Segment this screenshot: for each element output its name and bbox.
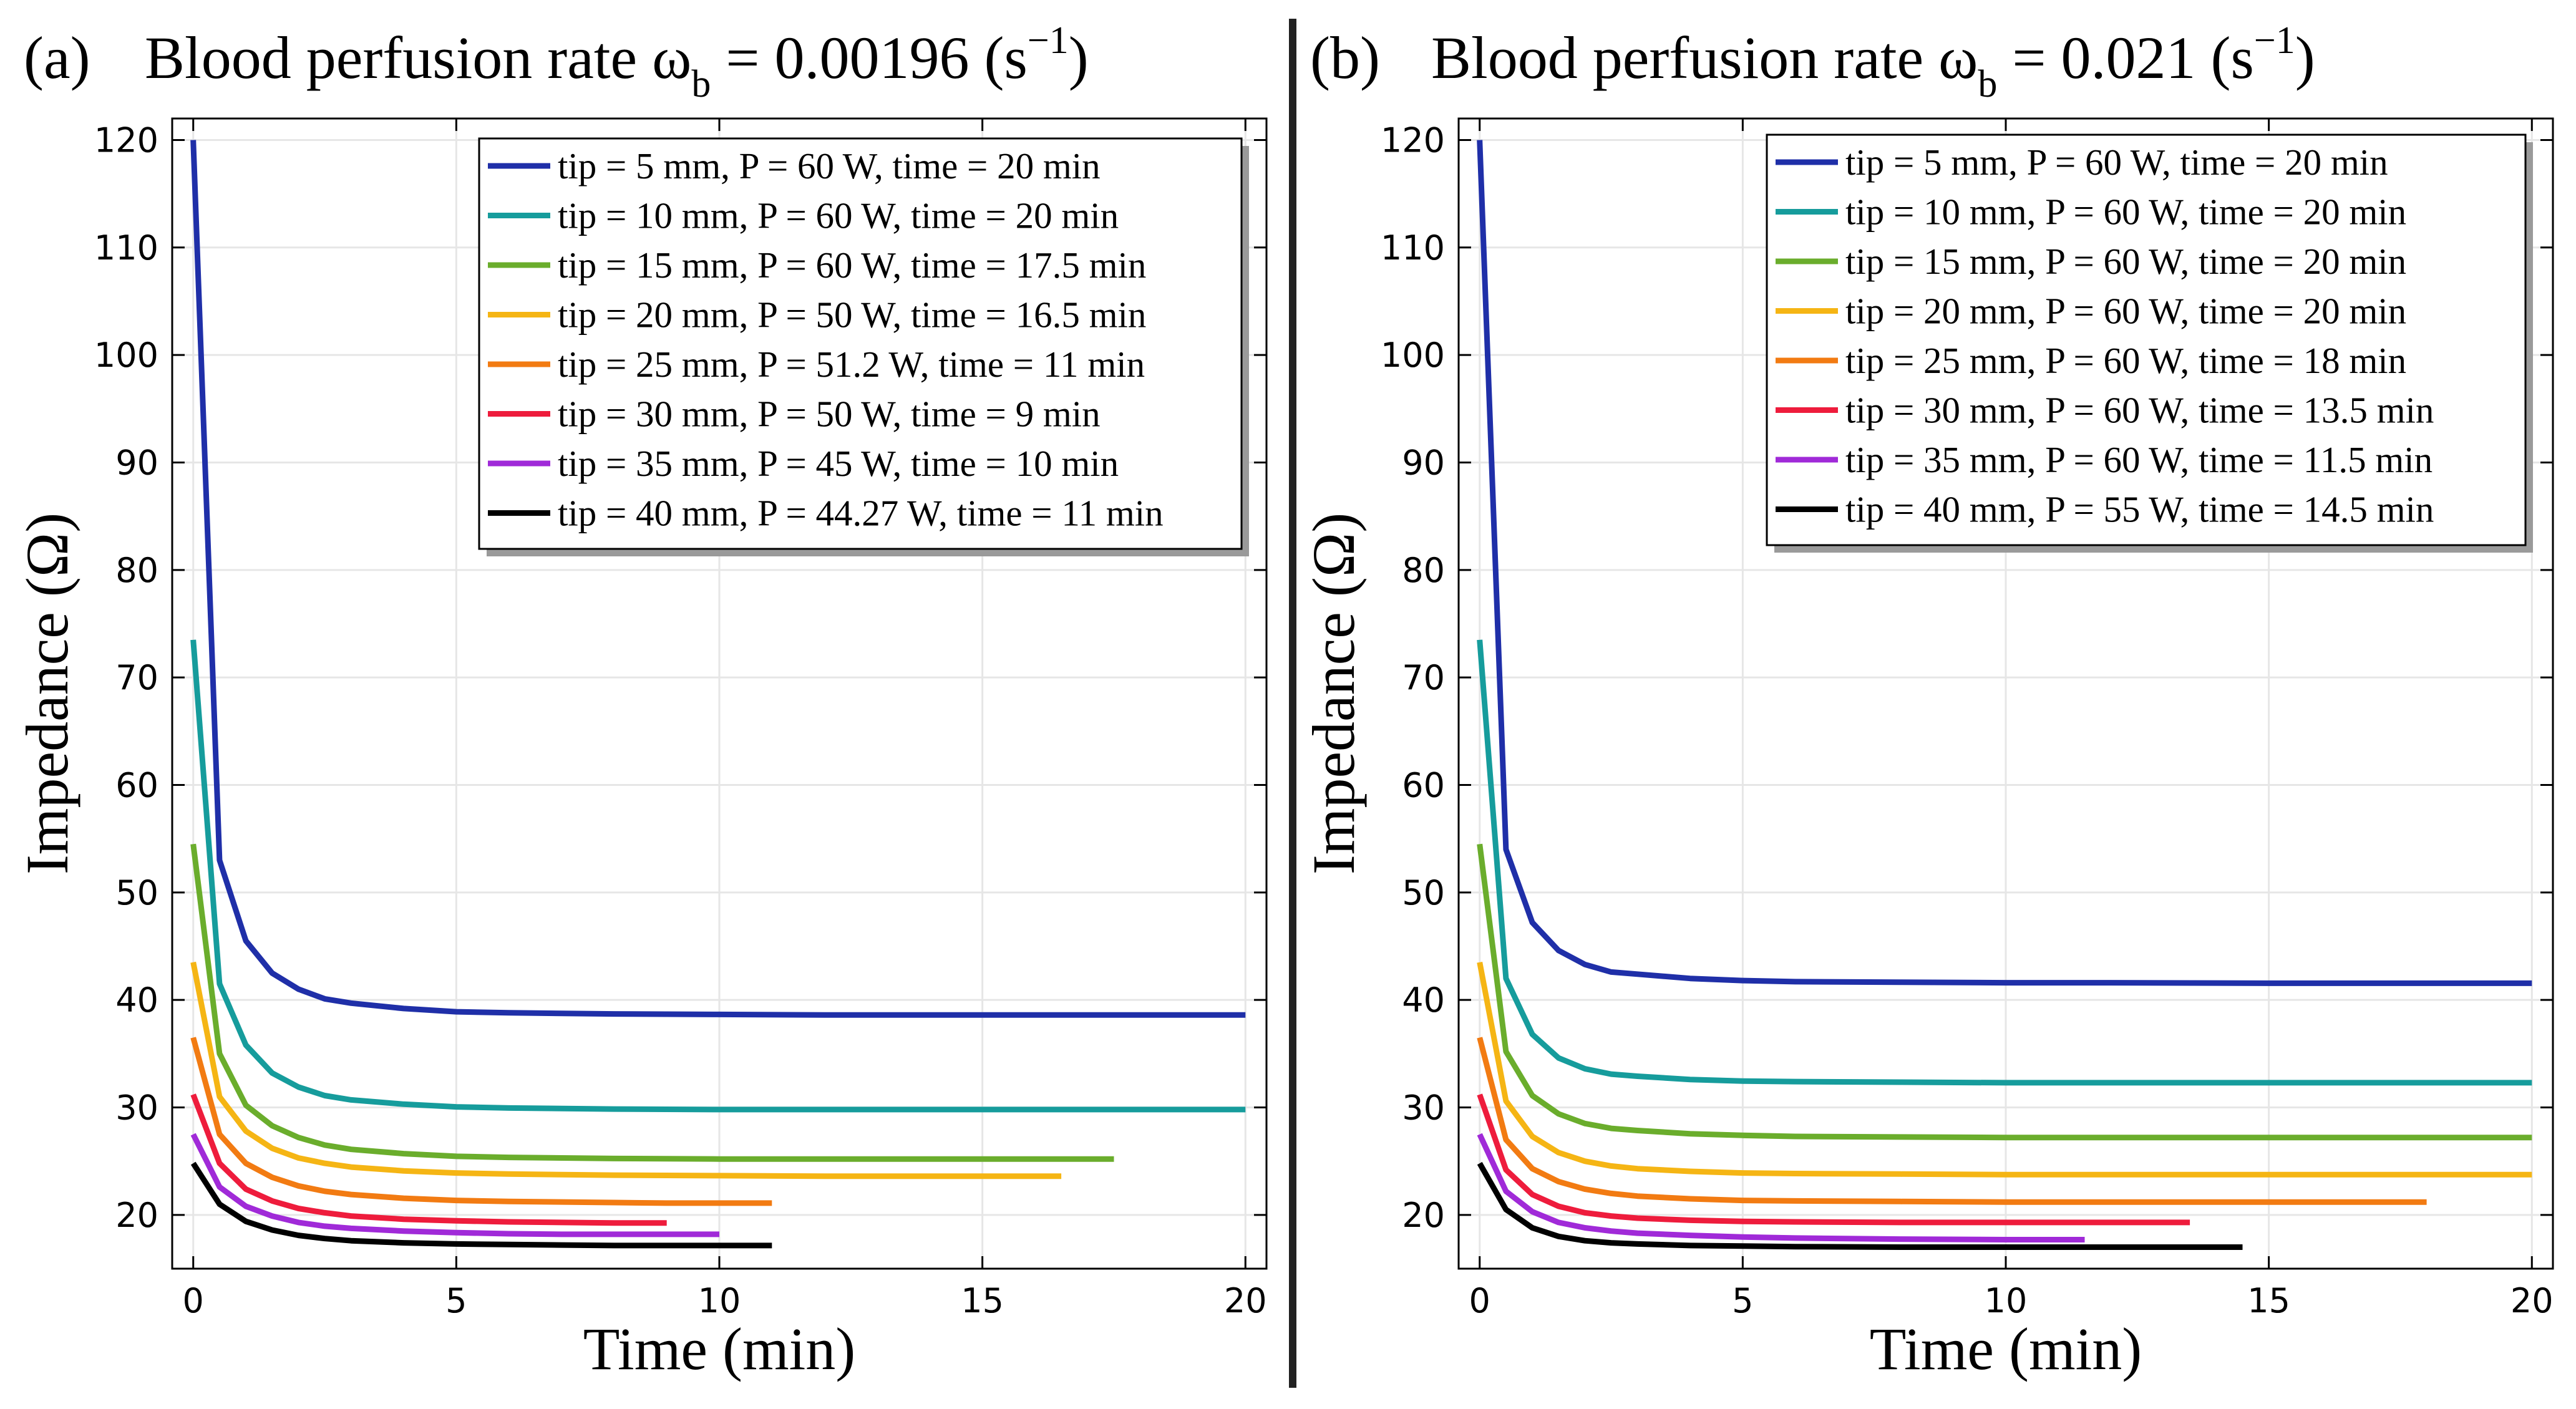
y-tick-label: 30: [115, 1088, 158, 1127]
legend-entry: tip = 40 mm, P = 55 W, time = 14.5 min: [1845, 489, 2434, 530]
legend-entry: tip = 10 mm, P = 60 W, time = 20 min: [1845, 191, 2406, 233]
series-line-8: [190, 1161, 772, 1249]
panel-label: (a): [24, 24, 90, 91]
legend-entry: tip = 15 mm, P = 60 W, time = 20 min: [1845, 241, 2406, 282]
y-tick-label: 110: [1381, 228, 1445, 268]
panel-b: (b) Blood perfusion rate ωb = 0.021 (s−1)…: [1300, 19, 2554, 1382]
series-line-4: [1477, 961, 2532, 1178]
series-line-7: [1477, 1133, 2085, 1242]
legend-entry: tip = 40 mm, P = 44.27 W, time = 11 min: [558, 493, 1164, 534]
x-tick-label: 10: [1985, 1281, 2028, 1320]
legend-box: [478, 137, 1243, 550]
legend-entry: tip = 25 mm, P = 60 W, time = 18 min: [1845, 340, 2406, 381]
title-equation: = 0.00196 (s: [711, 24, 1027, 91]
series-line-2: [1477, 639, 2532, 1086]
y-tick-label: 50: [115, 873, 158, 913]
y-tick-label: 40: [1402, 980, 1445, 1020]
y-tick-label: 80: [1402, 551, 1445, 590]
x-tick-label: 15: [961, 1281, 1004, 1320]
series-line-4: [190, 961, 1062, 1179]
legend-entry: tip = 30 mm, P = 50 W, time = 9 min: [558, 394, 1101, 435]
y-tick-label: 20: [115, 1196, 158, 1235]
y-tick-label: 120: [1381, 120, 1445, 160]
series-line-5: [1477, 1037, 2427, 1205]
panel-title: Blood perfusion rate ωb = 0.021 (s−1): [1431, 19, 2315, 105]
y-tick-label: 80: [115, 551, 158, 590]
title-superscript: −1: [1028, 19, 1069, 62]
y-tick-label: 120: [94, 120, 158, 160]
y-tick-label: 90: [115, 443, 158, 482]
legend-entry: tip = 10 mm, P = 60 W, time = 20 min: [558, 195, 1119, 236]
x-tick-label: 15: [2247, 1281, 2290, 1320]
series-line-1: [190, 140, 1246, 1018]
y-tick-label: 30: [1402, 1088, 1445, 1127]
x-tick-label: 20: [2510, 1281, 2554, 1320]
x-tick-label: 5: [445, 1281, 467, 1320]
y-tick-label: 20: [1402, 1196, 1445, 1235]
title-text: Blood perfusion rate ω: [1431, 24, 1978, 91]
legend-entry: tip = 35 mm, P = 60 W, time = 11.5 min: [1845, 439, 2433, 480]
legend-entry: tip = 25 mm, P = 51.2 W, time = 11 min: [558, 344, 1145, 385]
y-axis-label: Impedance (Ω): [14, 513, 80, 874]
x-axis-label: Time (min): [583, 1315, 856, 1382]
x-tick-label: 20: [1224, 1281, 1267, 1320]
y-tick-label: 60: [115, 765, 158, 805]
y-tick-label: 50: [1402, 873, 1445, 913]
legend-entry: tip = 20 mm, P = 50 W, time = 16.5 min: [558, 294, 1146, 336]
y-tick-label: 110: [94, 228, 158, 268]
legend-entry: tip = 5 mm, P = 60 W, time = 20 min: [1845, 142, 2388, 183]
y-tick-label: 60: [1402, 765, 1445, 805]
title-close: ): [2295, 24, 2315, 91]
title-subscript: b: [1978, 63, 1997, 105]
x-axis-label: Time (min): [1870, 1315, 2142, 1382]
x-tick-label: 10: [698, 1281, 741, 1320]
y-tick-label: 90: [1402, 443, 1445, 482]
series-line-8: [1477, 1161, 2243, 1250]
legend-box: [1766, 133, 2527, 546]
y-tick-label: 100: [1381, 336, 1445, 375]
x-tick-label: 5: [1732, 1281, 1753, 1320]
series-line-6: [1477, 1093, 2190, 1226]
y-axis-label: Impedance (Ω): [1300, 513, 1367, 874]
x-tick-label: 0: [1469, 1281, 1490, 1320]
series-line-7: [190, 1133, 719, 1237]
series-line-3: [190, 843, 1114, 1162]
series-line-6: [190, 1093, 667, 1226]
legend-entry: tip = 35 mm, P = 45 W, time = 10 min: [558, 443, 1119, 484]
legend-entry: tip = 30 mm, P = 60 W, time = 13.5 min: [1845, 390, 2434, 431]
legend-entry: tip = 5 mm, P = 60 W, time = 20 min: [558, 145, 1101, 186]
title-close: ): [1069, 24, 1089, 91]
series-line-5: [190, 1037, 772, 1206]
series-line-1: [1477, 140, 2532, 986]
title-text: Blood perfusion rate ω: [145, 24, 691, 91]
title-equation: = 0.021 (s: [1997, 24, 2253, 91]
title-superscript: −1: [2254, 19, 2295, 62]
y-tick-label: 70: [1402, 658, 1445, 697]
y-tick-label: 40: [115, 980, 158, 1020]
panel-title: Blood perfusion rate ωb = 0.00196 (s−1): [145, 19, 1089, 105]
panel-a: (a) Blood perfusion rate ωb = 0.00196 (s−…: [14, 19, 1268, 1382]
legend-entry: tip = 20 mm, P = 60 W, time = 20 min: [1845, 291, 2406, 332]
series-line-2: [190, 639, 1246, 1113]
panel-label: (b): [1310, 24, 1380, 91]
legend-entry: tip = 15 mm, P = 60 W, time = 17.5 min: [558, 245, 1146, 286]
x-tick-label: 0: [183, 1281, 204, 1320]
title-subscript: b: [691, 63, 711, 105]
y-tick-label: 100: [94, 336, 158, 375]
series-line-3: [1477, 843, 2532, 1141]
y-tick-label: 70: [115, 658, 158, 697]
